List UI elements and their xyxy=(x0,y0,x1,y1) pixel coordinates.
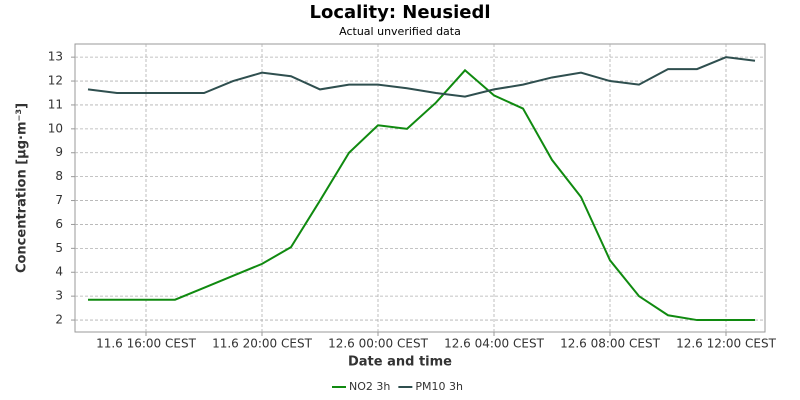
y-tick-label: 8 xyxy=(55,169,63,183)
y-tick-label: 2 xyxy=(55,313,63,327)
y-tick-label: 5 xyxy=(55,241,63,255)
y-tick-label: 6 xyxy=(55,217,63,231)
chart-title: Locality: Neusiedl xyxy=(309,2,490,23)
y-tick-label: 11 xyxy=(48,97,63,111)
series-line xyxy=(87,56,756,98)
x-tick-label: 12.6 12:00 CEST xyxy=(676,337,777,351)
x-tick-label: 11.6 16:00 CEST xyxy=(96,337,197,351)
y-axis-label: Concentration [µg·m⁻³] xyxy=(15,103,30,273)
plot-area xyxy=(74,43,766,333)
y-tick-label: 13 xyxy=(48,50,63,64)
legend-label: NO2 3h xyxy=(349,380,390,393)
y-tick-label: 3 xyxy=(55,289,63,303)
legend-label: PM10 3h xyxy=(415,380,463,393)
x-tick-label: 12.6 08:00 CEST xyxy=(560,337,661,351)
x-tick-label: 11.6 20:00 CEST xyxy=(212,337,313,351)
series-line xyxy=(88,68,755,322)
y-tick-label: 10 xyxy=(48,121,63,135)
y-tick-label: 7 xyxy=(55,193,63,207)
x-tick-label: 12.6 00:00 CEST xyxy=(328,337,429,351)
x-tick-label: 12.6 04:00 CEST xyxy=(444,337,545,351)
y-tick-label: 4 xyxy=(55,265,63,279)
y-tick-label: 12 xyxy=(48,74,63,88)
y-tick-label: 9 xyxy=(55,145,63,159)
x-axis-label: Date and time xyxy=(348,355,452,370)
chart-subtitle: Actual unverified data xyxy=(339,25,461,38)
